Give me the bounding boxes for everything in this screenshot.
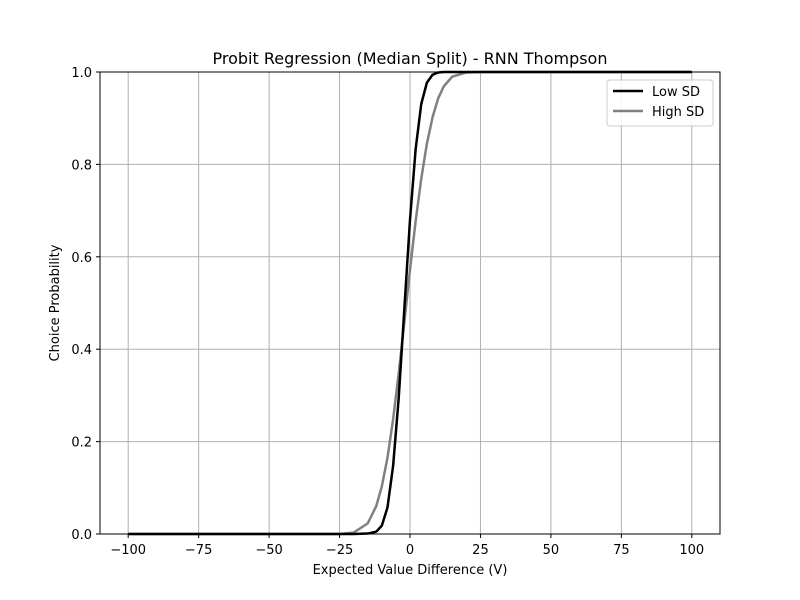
y-tick-label: 0.2: [71, 436, 92, 451]
legend: Low SD High SD: [606, 79, 714, 127]
series-line-high-sd: [128, 70, 692, 536]
x-tick-label: 25: [472, 543, 489, 558]
y-tick-label: 0.8: [71, 158, 92, 173]
x-tick-label: 50: [543, 543, 560, 558]
chart-title: Probit Regression (Median Split) - RNN T…: [213, 49, 608, 68]
y-tick-label: 0.0: [71, 528, 92, 543]
x-tick-label: −25: [326, 543, 353, 558]
legend-label-high-sd: High SD: [652, 105, 704, 120]
x-axis-label: Expected Value Difference (V): [313, 563, 508, 578]
y-tick-label: 0.6: [71, 251, 92, 266]
x-tick-label: 0: [406, 543, 414, 558]
x-tick-label: 100: [679, 543, 704, 558]
y-tick-label: 1.0: [71, 66, 92, 81]
x-tick-label: 75: [613, 543, 630, 558]
x-tick-label: −50: [255, 543, 282, 558]
y-tick-label: 0.4: [71, 343, 92, 358]
legend-label-low-sd: Low SD: [652, 85, 700, 100]
x-tick-label: −75: [185, 543, 212, 558]
axis-ticks: −100 −75 −50 −25 0 25 50 75 100 0.0 0.2 0.4 0.6 0.8 1.…: [71, 66, 704, 558]
x-tick-label: −100: [110, 543, 146, 558]
y-axis-label: Choice Probability: [48, 244, 63, 361]
